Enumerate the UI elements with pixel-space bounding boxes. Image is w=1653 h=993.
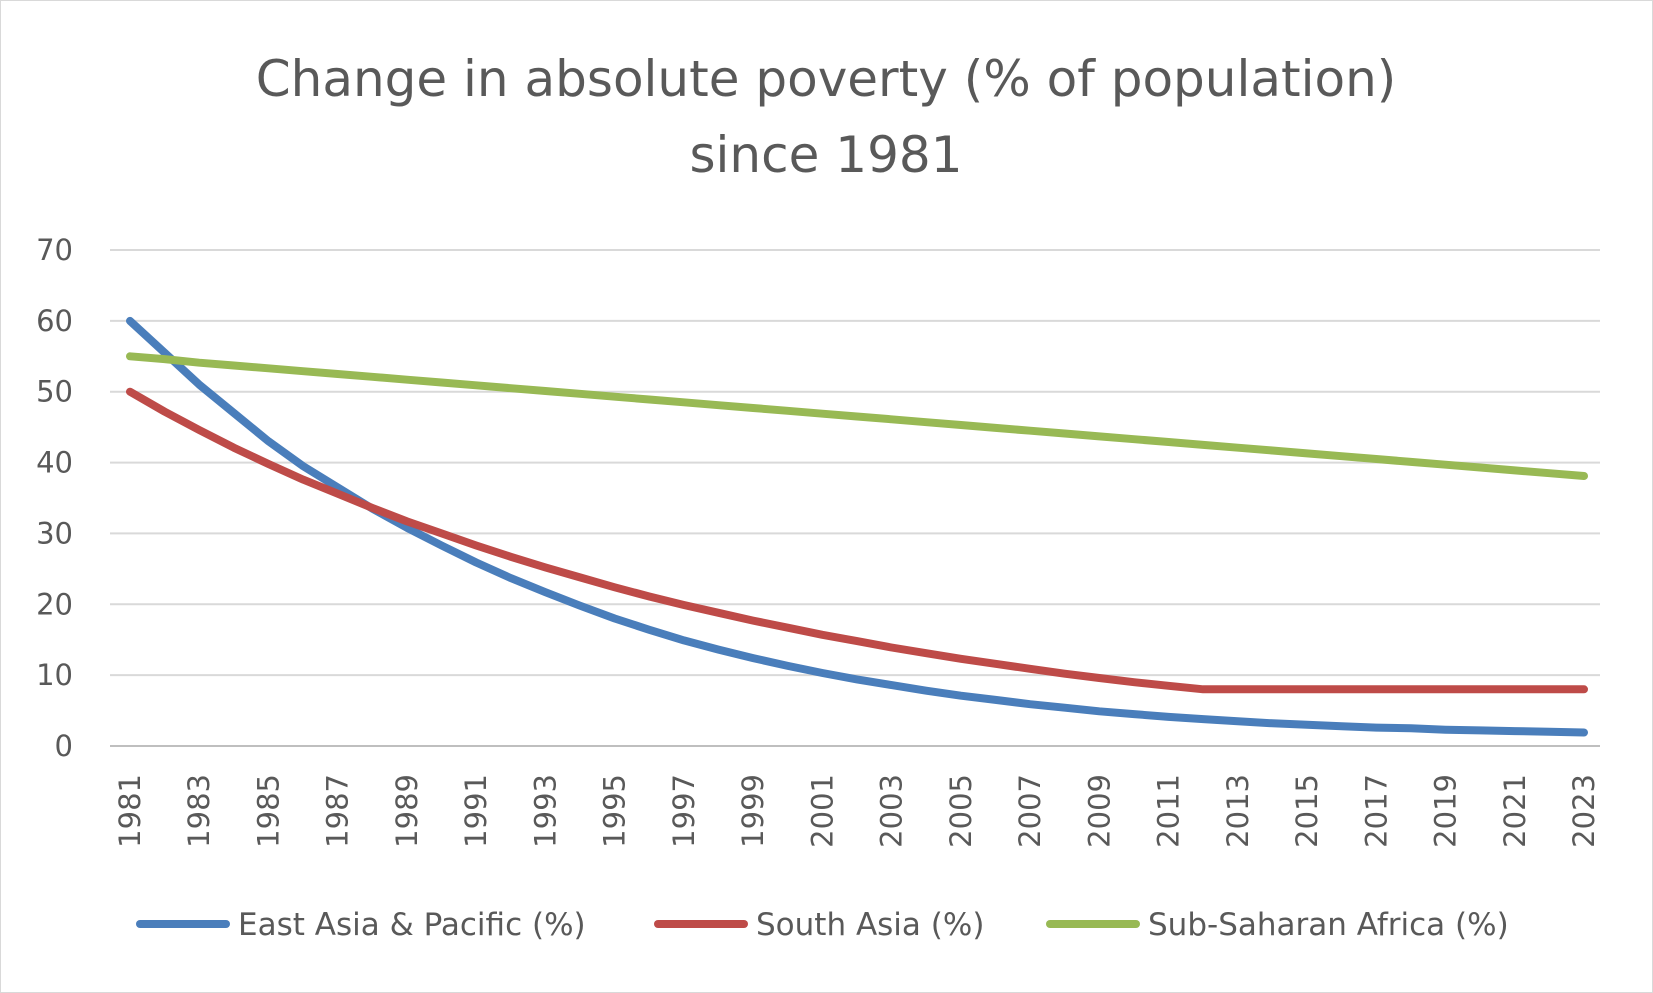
x-tick-label-1985: 1985	[251, 774, 285, 848]
legend-label-1: East Asia & Pacific (%)	[238, 907, 586, 943]
x-tick-label-1999: 1999	[736, 774, 770, 848]
x-tick-label-2017: 2017	[1359, 774, 1393, 848]
x-tick-label-2015: 2015	[1290, 774, 1324, 848]
x-tick-label-2011: 2011	[1152, 774, 1186, 848]
y-tick-label-20: 20	[36, 587, 73, 621]
x-tick-label-2023: 2023	[1567, 774, 1601, 848]
x-tick-label-2009: 2009	[1082, 774, 1116, 848]
x-tick-label-2001: 2001	[805, 774, 839, 848]
x-tick-label-1987: 1987	[321, 774, 355, 848]
y-tick-label-10: 10	[36, 658, 73, 692]
x-axis-tick-labels: 1981 1983 1985 1987 1989 1991 1993 1995 1997 1999…	[113, 774, 1601, 848]
x-tick-label-2005: 2005	[944, 774, 978, 848]
y-tick-label-70: 70	[36, 233, 73, 267]
x-tick-label-1993: 1993	[528, 774, 562, 848]
series-line-3	[126, 352, 1588, 480]
chart-title-line-2: since 1981	[689, 126, 962, 184]
y-tick-label-0: 0	[55, 729, 73, 763]
chart-title-line-1: Change in absolute poverty (% of populat…	[256, 50, 1397, 108]
y-tick-label-30: 30	[36, 516, 73, 550]
legend-label-2: South Asia (%)	[756, 907, 984, 943]
x-tick-label-2019: 2019	[1429, 774, 1463, 848]
x-tick-label-2013: 2013	[1221, 774, 1255, 848]
y-tick-label-40: 40	[36, 446, 73, 480]
x-tick-label-1995: 1995	[598, 774, 632, 848]
series-line-2	[126, 387, 1588, 694]
legend: East Asia & Pacific (%) South Asia (%) Sub…	[136, 907, 1509, 943]
y-tick-label-50: 50	[36, 375, 73, 409]
x-tick-label-1981: 1981	[113, 774, 147, 848]
x-tick-label-1991: 1991	[459, 774, 493, 848]
y-axis-tick-labels: 0 10 20 30 40 50 60 70	[36, 233, 73, 763]
x-tick-label-1997: 1997	[667, 774, 701, 848]
gridlines	[110, 249, 1600, 747]
x-tick-label-1989: 1989	[390, 774, 424, 848]
legend-label-3: Sub-Saharan Africa (%)	[1148, 907, 1509, 943]
series-lines	[126, 316, 1588, 737]
y-tick-label-60: 60	[36, 304, 73, 338]
x-tick-label-2007: 2007	[1013, 774, 1047, 848]
x-tick-label-2003: 2003	[875, 774, 909, 848]
x-tick-label-2021: 2021	[1498, 774, 1532, 848]
x-tick-label-1983: 1983	[182, 774, 216, 848]
series-line-1	[126, 316, 1588, 737]
